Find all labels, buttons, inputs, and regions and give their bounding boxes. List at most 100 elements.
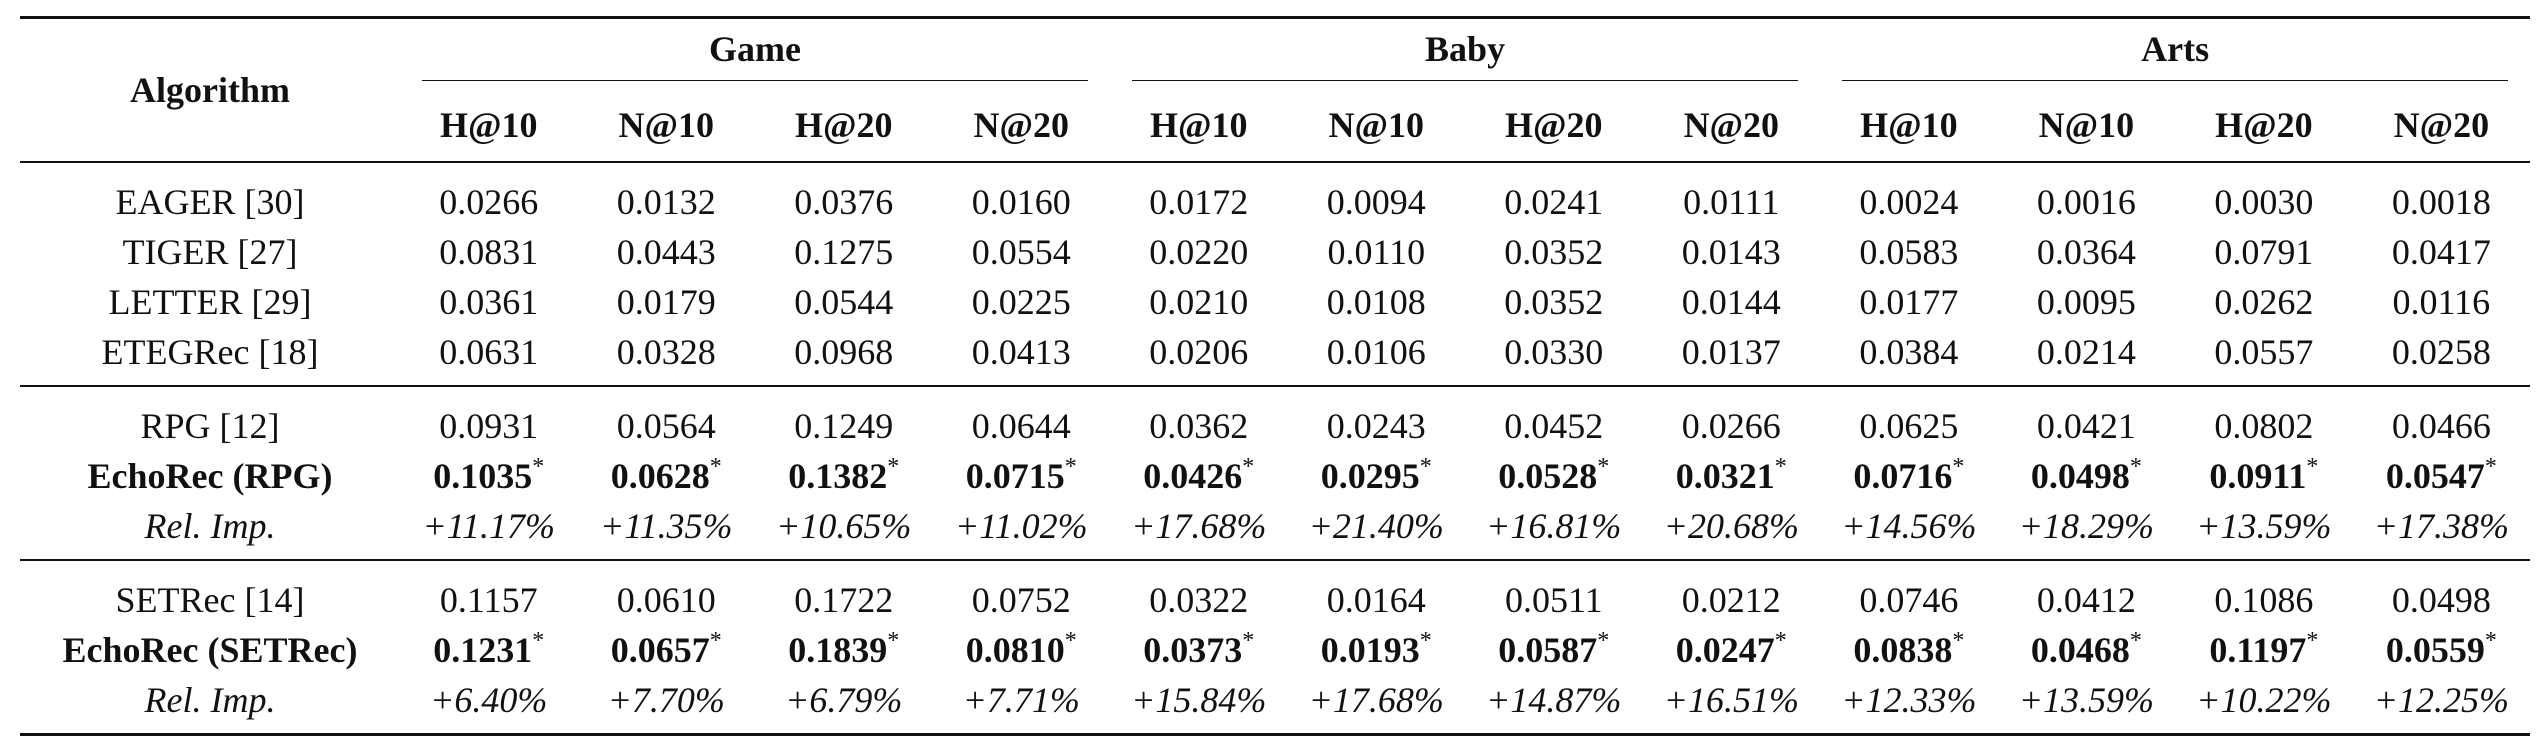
cell-value: 0.0160 (971, 182, 1071, 222)
table-cell: 0.0225 (933, 277, 1111, 327)
table-cell: 0.0802 (2175, 386, 2353, 451)
cell-value: 0.0564 (616, 406, 716, 446)
significance-marker: * (1419, 454, 1432, 480)
cell-value: 0.0116 (2392, 282, 2491, 322)
table-cell: 0.0094 (1288, 162, 1466, 227)
cell-value: 0.0376 (794, 182, 894, 222)
cell-value: 0.0247 (1675, 630, 1775, 670)
cell-value: 0.1231 (433, 630, 533, 670)
metric-header-arts-2: H@20 (2215, 105, 2313, 145)
cell-value: 0.0625 (1859, 406, 1959, 446)
table-cell: 0.0193* (1288, 625, 1466, 675)
significance-marker: * (709, 454, 722, 480)
table-cell: 0.0247* (1643, 625, 1821, 675)
table-cell: 0.0106 (1288, 327, 1466, 386)
cell-value: +16.81% (1486, 506, 1622, 546)
metric-header-arts-0: H@10 (1860, 105, 1958, 145)
table-cell: 0.1275 (755, 227, 933, 277)
table-row: RPG [12] 0.0931 0.0564 0.1249 0.0644 0.0362 0.… (20, 386, 2531, 451)
cell-value: 0.1157 (439, 580, 538, 620)
table-cell: 0.0931 (400, 386, 578, 451)
cell-value: 0.0210 (1149, 282, 1249, 322)
cell-value: +17.68% (1131, 506, 1267, 546)
cell-value: 0.0018 (2391, 182, 2491, 222)
cell-value: 0.0352 (1504, 282, 1604, 322)
table-cell: 0.0373* (1110, 625, 1288, 675)
cell-value: +15.84% (1131, 680, 1267, 720)
metric-header-baby-3: N@20 (1683, 105, 1780, 145)
table-cell: 0.0628* (578, 451, 756, 501)
table-cell: +14.87% (1465, 675, 1643, 735)
significance-marker: * (1242, 454, 1255, 480)
significance-marker: * (2484, 454, 2497, 480)
metric-header-row: H@10 N@10 H@20 N@20 H@10 N@10 H@20 N@20 H@10 N@10… (20, 89, 2530, 162)
cell-value: 0.0412 (2036, 580, 2136, 620)
table-cell: 0.0528* (1465, 451, 1643, 501)
table-cell: +13.59% (2175, 501, 2353, 560)
cell-value: 0.0810 (965, 630, 1065, 670)
table-row: Rel. Imp. +6.40% +7.70% +6.79% +7.71% +15.84%… (20, 675, 2531, 735)
cell-value: 0.1839 (788, 630, 888, 670)
table-cell: 0.0554 (933, 227, 1111, 277)
cell-value: 0.0554 (971, 232, 1071, 272)
cell-value: 0.0644 (971, 406, 1071, 446)
table-cell: 0.0557 (2175, 327, 2353, 386)
cell-value: 0.0610 (616, 580, 716, 620)
cell-value: 0.0352 (1504, 232, 1604, 272)
cell-value: 0.0838 (1853, 630, 1953, 670)
cell-value: +6.79% (785, 680, 903, 720)
significance-marker: * (1064, 628, 1077, 654)
cell-value: 0.0931 (439, 406, 539, 446)
group-header-row: Algorithm Game Baby Arts (20, 17, 2531, 110)
cell-value: 0.0193 (1320, 630, 1420, 670)
table-cell: 0.0143 (1643, 227, 1821, 277)
cell-value: 0.0752 (971, 580, 1071, 620)
table-cell: 0.0544 (755, 277, 933, 327)
table-cell: 0.0330 (1465, 327, 1643, 386)
table-cell: +17.68% (1110, 501, 1288, 560)
table-cell: 0.0384 (1820, 327, 1998, 386)
results-table: Algorithm Game Baby Arts H@10 N@10 H@20 N@2… (20, 16, 2531, 736)
cell-value: +10.65% (776, 506, 912, 546)
table-cell: +11.35% (578, 501, 756, 560)
cell-value: 0.0968 (794, 332, 894, 372)
table-cell: 0.0132 (578, 162, 756, 227)
table-cell: +18.29% (1998, 501, 2176, 560)
cell-value: 0.0373 (1143, 630, 1243, 670)
algorithm-name: ETEGRec [18] (101, 332, 319, 372)
table-row: EAGER [30] 0.0266 0.0132 0.0376 0.0160 0.0172… (20, 162, 2531, 227)
cell-value: 0.0220 (1149, 232, 1249, 272)
cell-value: +13.59% (2196, 506, 2332, 546)
table-cell: 0.0361 (400, 277, 578, 327)
cell-value: 0.0628 (610, 456, 710, 496)
table-cell: 0.0177 (1820, 277, 1998, 327)
table-cell: 0.0095 (1998, 277, 2176, 327)
table-cell: 0.0413 (933, 327, 1111, 386)
cell-value: 0.0657 (610, 630, 710, 670)
cell-value: 0.0831 (439, 232, 539, 272)
table-cell: 0.0631 (400, 327, 578, 386)
cell-value: 0.0322 (1149, 580, 1249, 620)
table-cell: 0.0144 (1643, 277, 1821, 327)
cell-value: 0.0791 (2214, 232, 2314, 272)
cell-value: 0.1197 (2209, 630, 2307, 670)
algorithm-name: SETRec [14] (115, 580, 305, 620)
cell-value: 0.0132 (616, 182, 716, 222)
cell-value: 0.0468 (2030, 630, 2130, 670)
table-cell: 0.0968 (755, 327, 933, 386)
table-cell: +17.68% (1288, 675, 1466, 735)
table-cell: +16.51% (1643, 675, 1821, 735)
metric-header-baby-1: N@10 (1328, 105, 1425, 145)
table-cell: 0.0547* (2353, 451, 2531, 501)
cell-value: +13.59% (2018, 680, 2154, 720)
table-cell: 0.0752 (933, 560, 1111, 625)
table-cell: 0.0210 (1110, 277, 1288, 327)
cell-value: 0.0106 (1326, 332, 1426, 372)
significance-marker: * (1952, 628, 1965, 654)
table-cell: 0.0443 (578, 227, 756, 277)
metric-header-arts-3: N@20 (2393, 105, 2490, 145)
cell-value: 0.1249 (794, 406, 894, 446)
metric-header-game-2: H@20 (795, 105, 893, 145)
significance-marker: * (1597, 454, 1610, 480)
table-cell: 0.0172 (1110, 162, 1288, 227)
